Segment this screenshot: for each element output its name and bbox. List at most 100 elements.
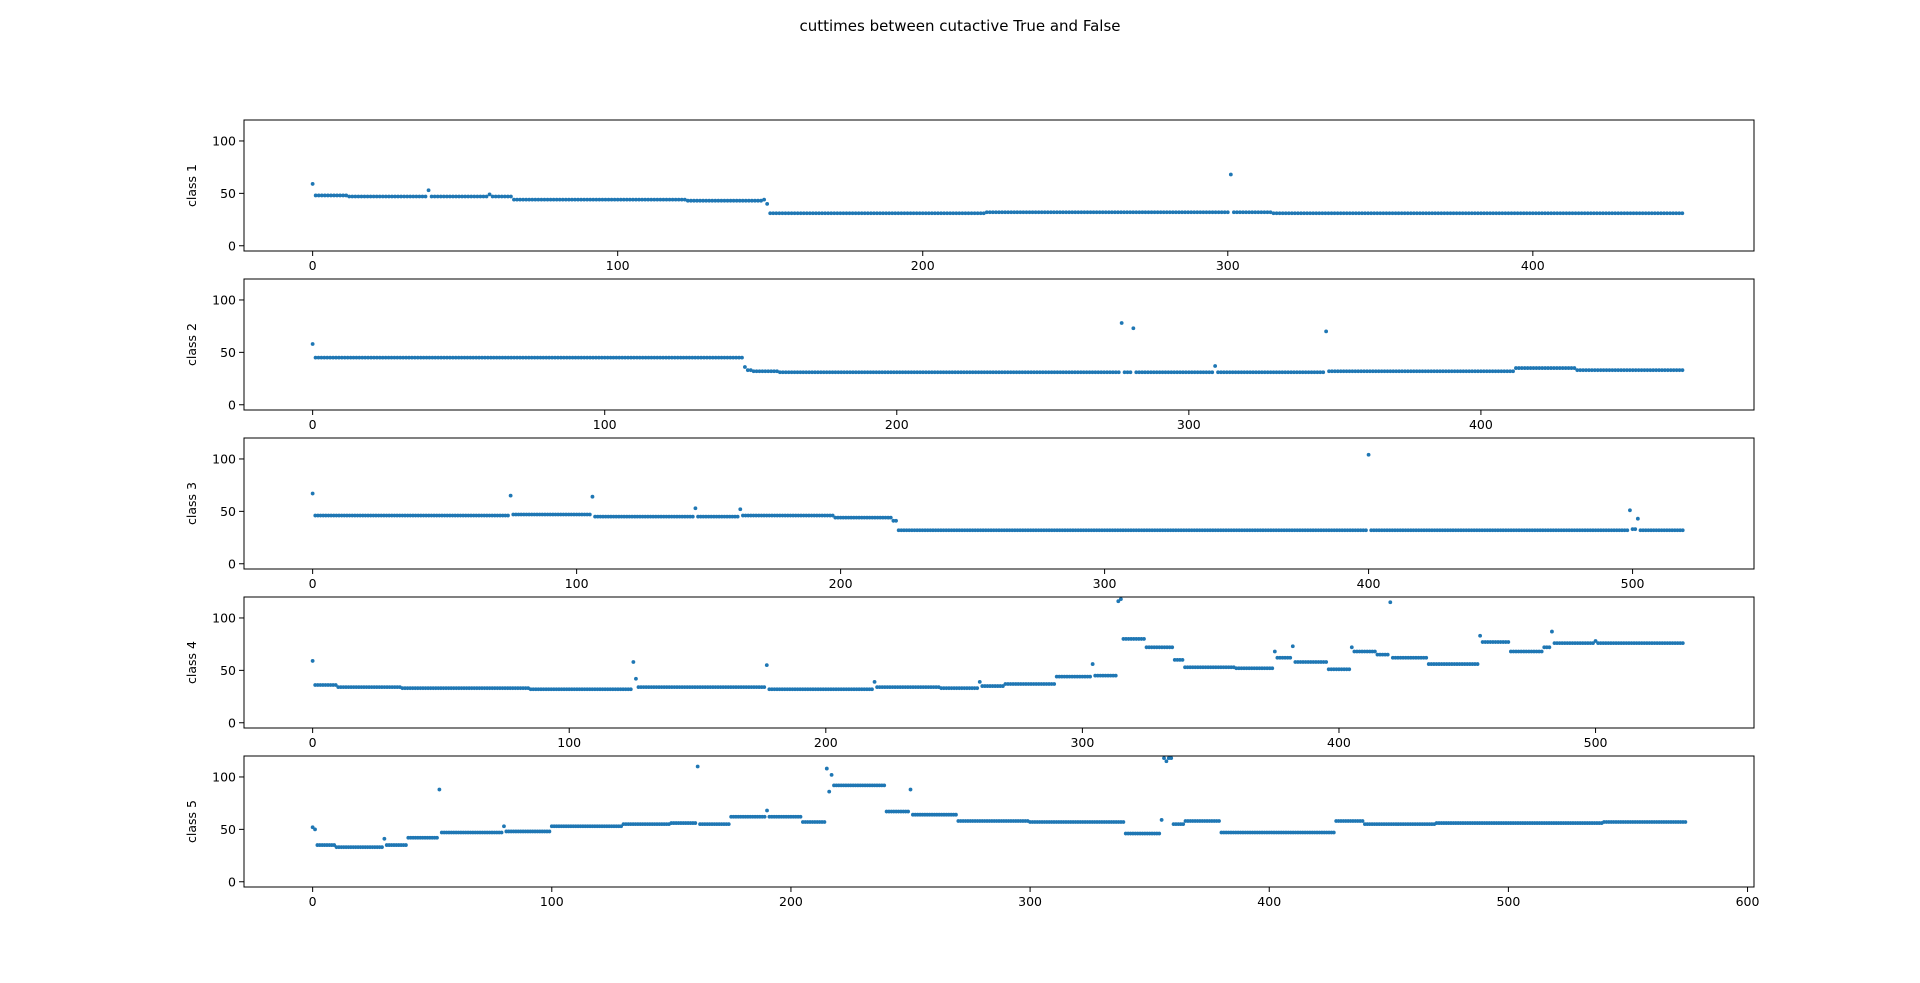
data-point (569, 512, 574, 517)
data-point (1349, 645, 1354, 650)
data-point (1498, 528, 1503, 533)
data-point (690, 355, 695, 360)
data-point (763, 369, 768, 374)
data-point (1254, 370, 1258, 375)
data-point (1593, 639, 1598, 643)
data-point (713, 198, 718, 203)
data-point (841, 515, 846, 520)
data-point (1583, 528, 1587, 533)
data-point (1445, 211, 1450, 216)
data-point (1094, 528, 1099, 533)
data-point (542, 197, 547, 202)
data-point (725, 198, 730, 203)
data-point (1430, 211, 1435, 216)
data-point (404, 843, 408, 847)
data-point (954, 528, 959, 533)
data-point (679, 197, 684, 202)
data-point (1479, 211, 1483, 216)
data-point (1394, 369, 1399, 374)
data-point (1226, 528, 1231, 533)
data-point (748, 368, 753, 373)
data-point (1227, 370, 1232, 375)
data-point (1113, 370, 1118, 375)
data-point (680, 514, 685, 519)
data-point (342, 355, 347, 360)
data-point (1548, 528, 1553, 533)
data-point (359, 194, 364, 199)
data-point (445, 355, 449, 360)
data-point (380, 355, 385, 360)
data-point (1619, 211, 1624, 216)
data-point (438, 194, 443, 199)
data-point (1503, 528, 1508, 533)
data-point (1089, 528, 1094, 533)
data-point (310, 659, 315, 663)
data-point (502, 824, 506, 829)
data-point (1667, 528, 1672, 533)
data-point (553, 355, 557, 360)
data-point (1303, 528, 1308, 533)
data-point (1195, 528, 1199, 533)
data-point (817, 513, 822, 518)
data-point (719, 355, 724, 360)
data-point (1097, 528, 1102, 533)
data-point (967, 370, 972, 375)
data-point (502, 194, 507, 199)
data-point (1121, 528, 1125, 533)
data-point (1055, 210, 1059, 215)
data-point (1663, 368, 1667, 373)
data-point (1371, 528, 1376, 533)
data-point (655, 355, 660, 360)
y-tick-label: 0 (228, 874, 236, 889)
data-point (620, 355, 625, 360)
data-point (1113, 528, 1118, 533)
data-point (1321, 528, 1326, 533)
data-point (1613, 368, 1618, 373)
data-point (1023, 528, 1028, 533)
data-point (576, 355, 581, 360)
data-point (966, 211, 971, 216)
data-point (602, 355, 607, 360)
data-point (946, 528, 951, 533)
data-point (969, 211, 974, 216)
data-point (382, 513, 386, 518)
data-point (1480, 528, 1484, 533)
data-point (801, 370, 806, 375)
data-point (1493, 369, 1498, 374)
data-point (1400, 369, 1404, 374)
data-point (1239, 528, 1244, 533)
data-point (1169, 756, 1174, 760)
data-point (1341, 211, 1346, 216)
data-point (978, 528, 983, 533)
data-point (917, 211, 922, 216)
x-tick-label: 600 (1736, 894, 1760, 909)
data-point (337, 513, 341, 518)
data-point (1012, 210, 1017, 215)
data-point (669, 355, 674, 360)
data-point (698, 514, 703, 519)
data-point (1493, 528, 1498, 533)
data-point (1048, 210, 1053, 215)
data-point (561, 512, 566, 517)
data-point (653, 514, 658, 519)
data-point (1084, 370, 1089, 375)
data-point (1381, 211, 1386, 216)
data-point (382, 836, 387, 841)
data-point (1435, 528, 1440, 533)
data-point (1005, 528, 1009, 533)
data-point (368, 513, 373, 518)
data-point (1160, 528, 1165, 533)
data-point (1201, 210, 1206, 215)
data-point (1109, 210, 1114, 215)
data-point (818, 370, 823, 375)
data-point (1166, 370, 1171, 375)
data-point (1401, 528, 1405, 533)
data-point (743, 198, 748, 203)
data-point (1207, 210, 1212, 215)
data-point (1385, 369, 1390, 374)
data-point (1335, 528, 1339, 533)
data-point (1496, 369, 1501, 374)
data-point (1292, 528, 1297, 533)
data-point (795, 211, 800, 216)
data-point (1309, 370, 1314, 375)
